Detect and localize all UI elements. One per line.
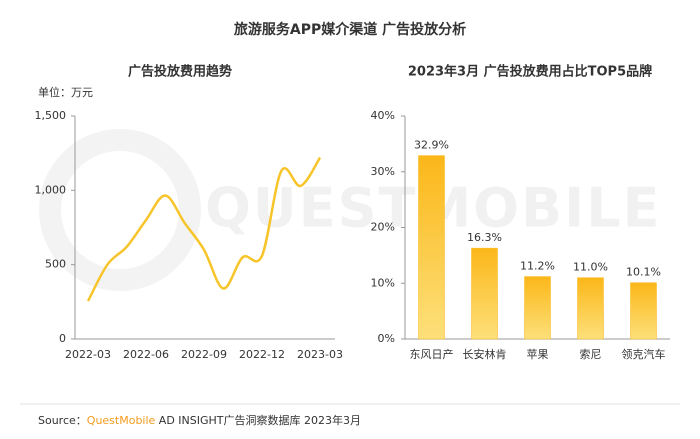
x-tick-label: 2023-03 bbox=[297, 348, 343, 361]
y-tick-label: 30% bbox=[371, 165, 395, 178]
bar bbox=[418, 155, 445, 340]
bar bbox=[471, 247, 498, 340]
value-label: 16.3% bbox=[467, 231, 502, 244]
x-tick-label: 2022-09 bbox=[181, 348, 227, 361]
y-tick-label: 1,500 bbox=[35, 109, 67, 122]
value-label: 11.0% bbox=[573, 261, 608, 274]
value-label: 10.1% bbox=[626, 266, 661, 279]
y-tick-label: 20% bbox=[371, 221, 395, 234]
chart-title: 2023年3月 广告投放费用占比TOP5品牌 bbox=[408, 64, 652, 80]
x-tick-label: 长安林肯 bbox=[463, 347, 507, 361]
x-tick-label: 东风日产 bbox=[410, 347, 454, 361]
x-tick-label: 苹果 bbox=[527, 347, 549, 361]
x-tick-label: 2022-03 bbox=[65, 348, 111, 361]
bar bbox=[630, 282, 657, 340]
y-tick-label: 0% bbox=[378, 332, 395, 345]
source-label: Source： bbox=[38, 414, 87, 427]
watermark-logo bbox=[39, 129, 201, 291]
source-text: AD INSIGHT广告洞察数据库 2023年3月 bbox=[155, 413, 361, 427]
line bbox=[86, 156, 322, 302]
page-title: 旅游服务APP媒介渠道 广告投放分析 bbox=[234, 21, 466, 38]
y-tick-label: 0 bbox=[59, 332, 66, 345]
source: Source：QuestMobile AD INSIGHT广告洞察数据库 202… bbox=[38, 413, 361, 427]
y-tick-label: 500 bbox=[45, 258, 66, 271]
value-label: 32.9% bbox=[414, 139, 449, 152]
bar bbox=[577, 277, 604, 340]
chart-title: 广告投放费用趋势 bbox=[128, 64, 232, 80]
x-tick-label: 2022-06 bbox=[123, 348, 169, 361]
y-tick-label: 40% bbox=[371, 109, 395, 122]
y-unit: 单位：万元 bbox=[38, 85, 93, 99]
x-tick-label: 2022-12 bbox=[239, 348, 285, 361]
y-tick-label: 10% bbox=[371, 276, 395, 289]
x-tick-label: 索尼 bbox=[580, 347, 602, 361]
y-tick-label: 1,000 bbox=[35, 183, 67, 196]
value-label: 11.2% bbox=[520, 260, 555, 273]
source-brand: QuestMobile bbox=[87, 414, 156, 427]
bar bbox=[524, 276, 551, 340]
x-tick-label: 领克汽车 bbox=[622, 347, 666, 361]
